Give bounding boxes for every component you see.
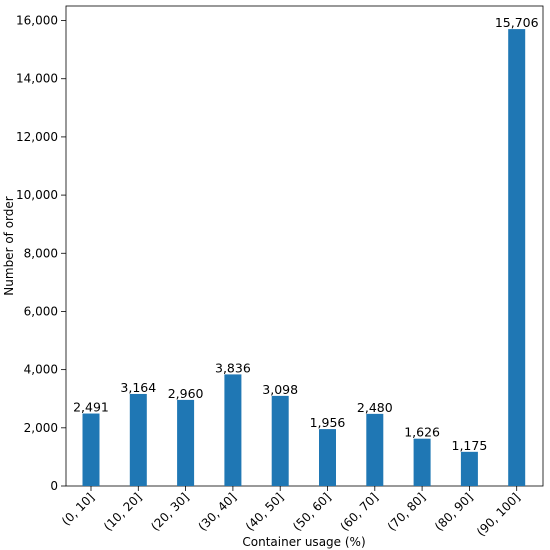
bar <box>413 438 431 486</box>
bar <box>319 429 336 486</box>
bar-value-label: 1,175 <box>452 438 488 453</box>
bar-value-label: 15,706 <box>495 15 539 30</box>
x-axis: (0, 10] (10, 20] (20, 30] (30, 40] (40, 50](… <box>59 486 523 539</box>
y-tick-label: 4,000 <box>24 363 58 377</box>
bar <box>460 451 478 486</box>
y-tick-label: 0 <box>50 479 58 493</box>
x-axis-label: Container usage (%) <box>242 535 365 549</box>
plot-frame <box>65 5 544 487</box>
x-tick-label: (90, 100] <box>474 490 523 539</box>
bar <box>224 374 242 486</box>
bar <box>271 395 289 486</box>
bar-value-label: 1,956 <box>310 415 346 430</box>
bar-value-label: 2,491 <box>73 400 109 415</box>
x-tick-label: (10, 20] <box>101 490 145 534</box>
bar-value-label: 2,480 <box>357 400 393 415</box>
bar-value-label: 2,960 <box>168 386 204 401</box>
y-tick-label: 10,000 <box>16 188 58 202</box>
y-axis-label: Number of order <box>2 196 16 295</box>
x-tick-label: (30, 40] <box>196 490 240 534</box>
y-tick-label: 2,000 <box>24 421 58 435</box>
bar <box>508 29 526 487</box>
bar-value-label: 3,098 <box>262 382 298 397</box>
x-tick-label: (0, 10] <box>59 490 97 528</box>
y-tick-label: 16,000 <box>16 14 58 28</box>
x-tick-label: (70, 80] <box>385 490 429 534</box>
bars <box>82 29 526 487</box>
x-tick-label: (40, 50] <box>243 490 287 534</box>
bar <box>82 413 100 486</box>
x-tick-label: (20, 30] <box>148 490 192 534</box>
bar-value-label: 3,164 <box>120 380 156 395</box>
data-labels: 2,491 3,164 2,960 3,836 3,098 1,956 2,480 1,626… <box>73 15 539 453</box>
x-tick-label: (60, 70] <box>337 490 381 534</box>
x-tick-label: (50, 60] <box>290 490 334 534</box>
bar <box>366 413 384 486</box>
y-tick-label: 8,000 <box>24 246 58 260</box>
bar-value-label: 1,626 <box>404 425 440 440</box>
bar <box>129 393 147 486</box>
x-tick-label: (80, 90] <box>432 490 476 534</box>
y-tick-label: 14,000 <box>16 72 58 86</box>
y-tick-label: 6,000 <box>24 304 58 318</box>
bar-value-label: 3,836 <box>215 360 251 375</box>
y-tick-label: 12,000 <box>16 130 58 144</box>
bar <box>177 399 195 486</box>
y-axis: 0 2,000 4,000 6,000 8,000 10,000 12,000 14,000 1… <box>16 14 66 493</box>
